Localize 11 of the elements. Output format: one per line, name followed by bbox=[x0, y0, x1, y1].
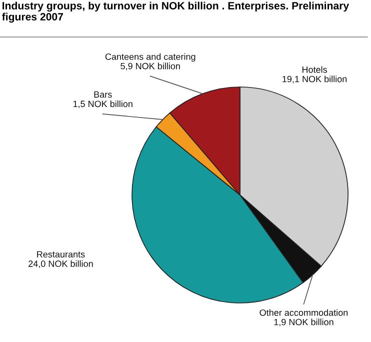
data-label: 19,1 NOK billion bbox=[282, 76, 347, 84]
slice-label: Hotels bbox=[302, 66, 327, 73]
data-label: 5,9 NOK billion bbox=[120, 62, 180, 70]
data-label: 1,9 NOK billion bbox=[274, 318, 334, 326]
slice-label: Bars bbox=[94, 91, 112, 98]
data-label: 24,0 NOK billion bbox=[28, 260, 93, 268]
data-label: 1,5 NOK billion bbox=[73, 100, 132, 108]
slice-label: Canteens and catering bbox=[105, 53, 196, 62]
slice-label: Restaurants bbox=[37, 251, 85, 258]
slice-label: Other accommodation bbox=[260, 309, 348, 316]
chart-title: Industry groups, by turnover in NOK billion . Enterprises. Preliminary figures 2007 bbox=[2, 2, 350, 23]
